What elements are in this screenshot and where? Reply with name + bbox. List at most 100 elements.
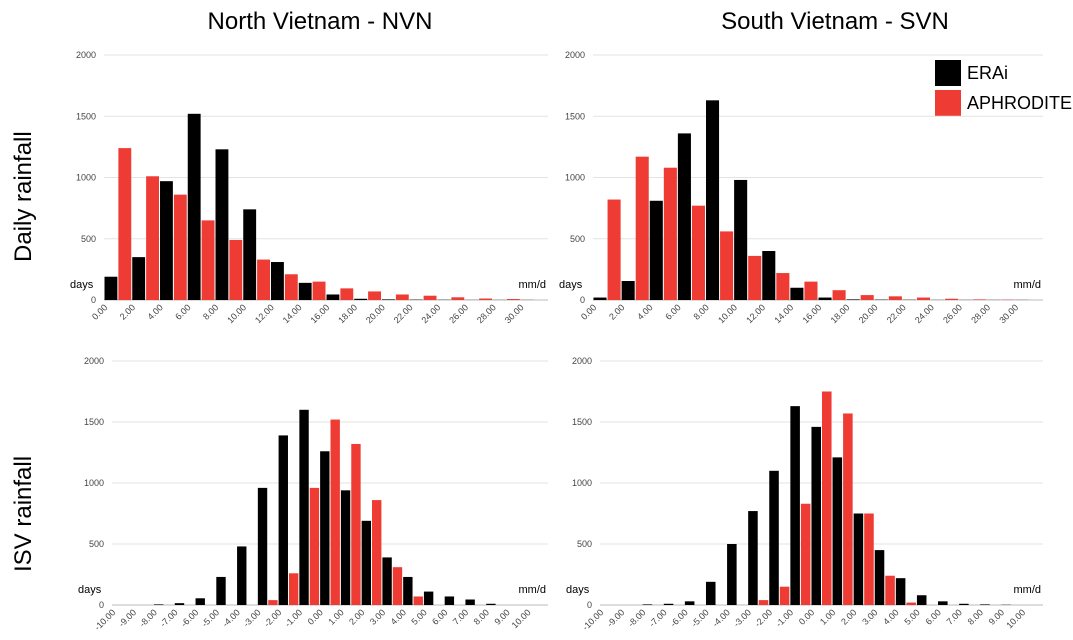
bar-aphrodite [800,503,811,605]
bar-aphrodite [451,297,465,300]
y-tick-label: 0 [587,600,592,610]
x-tick-label: -7.00 [647,607,669,629]
bar-aphrodite [635,156,649,300]
legend-swatch-aphrodite [935,90,961,116]
bar-erai [727,544,737,605]
y-tick-label: 500 [81,234,96,244]
bar-aphrodite [284,274,298,300]
bar-aphrodite [309,487,320,605]
bar-erai [465,599,475,605]
y-tick-label: 2000 [565,50,585,60]
y-axis-label: days [559,279,583,291]
bar-aphrodite [822,391,832,605]
bar-erai [243,209,257,300]
bar-erai [769,470,779,605]
bar-aphrodite [860,295,874,300]
bar-erai [104,276,118,300]
x-tick-label: -1.00 [774,607,796,629]
bar-aphrodite [804,281,818,300]
y-tick-label: 1500 [572,417,592,427]
bar-erai [361,520,372,605]
legend-swatch-erai [935,60,961,86]
bar-aphrodite [118,148,132,300]
bar-erai [705,581,716,605]
y-tick-label: 2000 [76,50,96,60]
bar-erai [215,149,229,300]
bar-aphrodite [312,281,326,300]
bar-aphrodite [268,600,278,605]
bar-aphrodite [885,575,895,605]
bar-aphrodite [201,220,215,300]
bar-erai [320,451,330,605]
bar-aphrodite [607,199,621,300]
x-tick-label: -4.00 [710,607,732,629]
bar-aphrodite [973,299,987,300]
bar-erai [593,297,607,300]
bar-aphrodite [916,297,930,300]
x-tick-label: -10.00 [580,607,605,632]
bar-erai [677,133,691,300]
y-tick-label: 500 [577,539,592,549]
bar-erai [403,576,413,605]
bar-erai [257,487,268,605]
x-tick-label: 5.00 [902,607,921,626]
bar-aphrodite [413,596,423,605]
y-axis-label: days [70,279,94,291]
bar-erai [132,257,146,300]
bar-aphrodite [758,600,769,605]
x-axis-label: mm/d [1014,584,1042,596]
bar-erai [237,546,247,605]
bar-erai [326,294,340,300]
y-tick-label: 1500 [565,111,585,121]
bar-aphrodite [888,296,902,300]
bar-aphrodite [395,294,409,300]
bar-erai [423,591,434,605]
bar-erai [382,299,395,300]
x-tick-label: -6.00 [668,607,690,629]
bar-erai [980,604,990,605]
legend-item-erai: ERAi [935,58,1072,88]
legend-label-erai: ERAi [967,62,1009,83]
x-tick-label: 7.00 [945,607,964,626]
y-tick-label: 1500 [76,111,96,121]
bar-aphrodite [351,443,361,605]
bar-erai [444,596,455,605]
x-tick-label: 0.00 [797,607,816,626]
x-tick-label: 3.00 [860,607,879,626]
bar-aphrodite [748,255,762,300]
x-tick-label: 2.00 [839,607,858,626]
bar-erai [299,409,309,605]
bar-erai [959,603,969,605]
legend-label-aphrodite: APHRODITE [967,92,1073,113]
y-axis-label: days [566,584,590,596]
bar-aphrodite [257,259,270,300]
bar-aphrodite [479,298,492,300]
bar-erai [271,262,284,300]
x-axis-label: mm/d [519,584,547,596]
bar-erai [734,179,748,300]
bar-erai [916,595,927,605]
bar-erai [195,598,205,605]
x-tick-label: 1.00 [818,607,837,626]
bar-aphrodite [173,194,187,300]
x-tick-label: 4.00 [881,607,900,626]
legend-item-aphrodite: APHRODITE [935,88,1072,118]
bar-erai [874,550,885,605]
bar-erai [278,435,288,605]
y-tick-label: 500 [89,539,104,549]
x-tick-label: 9.00 [987,607,1006,626]
y-tick-label: 0 [580,295,585,305]
bar-erai [298,282,312,300]
bar-erai [663,603,674,605]
y-tick-label: 0 [99,600,104,610]
bar-erai [486,603,496,605]
bar-aphrodite [368,291,381,300]
bar-aphrodite [146,176,159,300]
y-tick-label: 1000 [565,173,585,183]
column-title-north: North Vietnam - NVN [207,8,433,35]
bar-aphrodite [906,602,916,605]
bar-erai [811,426,821,605]
